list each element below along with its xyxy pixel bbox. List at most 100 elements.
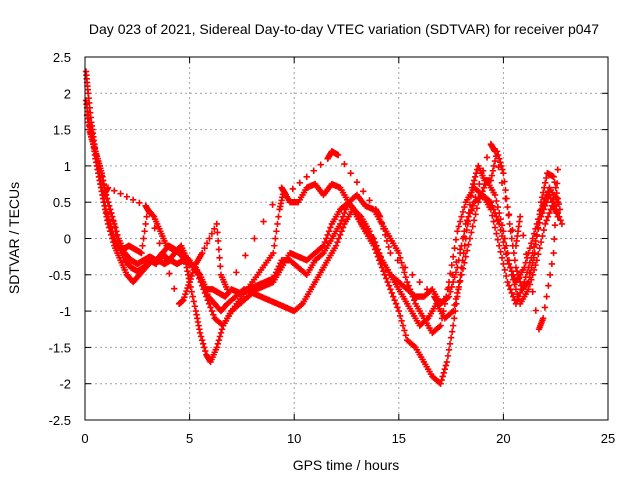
data-point (376, 213, 384, 220)
data-point (208, 230, 216, 237)
data-point (449, 322, 457, 329)
data-point (502, 195, 509, 202)
data-point (451, 244, 458, 252)
data-point (461, 259, 468, 266)
data-point (376, 249, 383, 257)
data-point (458, 242, 465, 249)
data-point (214, 229, 221, 236)
data-point (196, 275, 203, 282)
data-point (384, 278, 391, 286)
data-point (325, 228, 333, 235)
data-point (211, 225, 218, 233)
data-point (497, 159, 504, 166)
data-point (539, 202, 546, 210)
data-point (537, 238, 545, 246)
data-point (380, 267, 387, 275)
data-point (558, 220, 566, 228)
data-point (535, 215, 542, 223)
data-point (502, 186, 509, 194)
data-point (505, 282, 513, 289)
data-point (496, 155, 503, 162)
data-point (198, 282, 206, 289)
data-point (532, 261, 539, 269)
data-point (461, 228, 468, 235)
data-point (138, 249, 145, 257)
data-point (502, 272, 510, 280)
data-point (504, 257, 511, 264)
data-point (205, 300, 213, 308)
data-point (324, 231, 331, 239)
data-point (460, 233, 468, 240)
data-point (453, 258, 460, 266)
data-point (557, 217, 564, 224)
data-point (446, 340, 454, 347)
data-point (516, 213, 524, 220)
data-point (500, 169, 507, 177)
data-point (388, 289, 396, 297)
data-point (374, 246, 382, 253)
data-point (383, 237, 391, 245)
data-point (495, 163, 502, 171)
data-point (208, 307, 216, 315)
data-point (447, 334, 455, 341)
data-point (493, 197, 500, 205)
data-point (271, 242, 278, 249)
data-point (553, 194, 560, 201)
data-point (136, 199, 143, 207)
data-point (465, 241, 472, 248)
data-point (472, 194, 479, 201)
data-point (525, 286, 532, 293)
data-point (214, 237, 222, 245)
data-point (509, 226, 516, 234)
data-point (507, 286, 514, 293)
data-point (530, 243, 538, 251)
data-point (310, 167, 317, 174)
data-point (554, 166, 561, 173)
data-point (521, 264, 528, 271)
data-point (497, 226, 504, 234)
data-point (217, 263, 224, 270)
data-point (493, 213, 500, 220)
data-point (191, 303, 199, 310)
data-point (370, 235, 377, 242)
data-point (500, 260, 507, 268)
data-point (274, 220, 281, 228)
data-point (549, 199, 556, 206)
data-point (385, 282, 393, 289)
data-point (494, 203, 502, 211)
data-point (543, 217, 550, 224)
data-point (490, 162, 498, 170)
data-point (445, 284, 452, 291)
data-point (423, 286, 431, 293)
data-point (199, 340, 207, 347)
data-point (454, 289, 461, 297)
data-point (441, 365, 449, 373)
data-point (456, 246, 464, 253)
data-point (171, 285, 178, 292)
data-point (341, 209, 348, 217)
data-point (438, 376, 445, 384)
data-point (214, 340, 222, 347)
data-point (448, 328, 456, 335)
data-point (390, 293, 397, 300)
data-point (458, 213, 465, 220)
data-point (187, 275, 194, 283)
data-point (105, 224, 113, 231)
data-point (123, 193, 131, 200)
data-point (491, 209, 499, 217)
data-point (327, 224, 334, 231)
data-point (387, 286, 394, 293)
data-point (190, 298, 197, 305)
data-point (469, 223, 476, 230)
data-point (445, 346, 453, 354)
y-tick-label: -2 (59, 377, 71, 392)
data-point (541, 304, 549, 311)
data-point (103, 195, 111, 202)
data-point (334, 151, 342, 159)
data-point (395, 249, 402, 257)
data-point (110, 238, 117, 246)
y-tick-label: 2.5 (53, 50, 71, 65)
data-point (455, 223, 462, 230)
data-point (526, 281, 534, 288)
data-point (550, 173, 557, 180)
